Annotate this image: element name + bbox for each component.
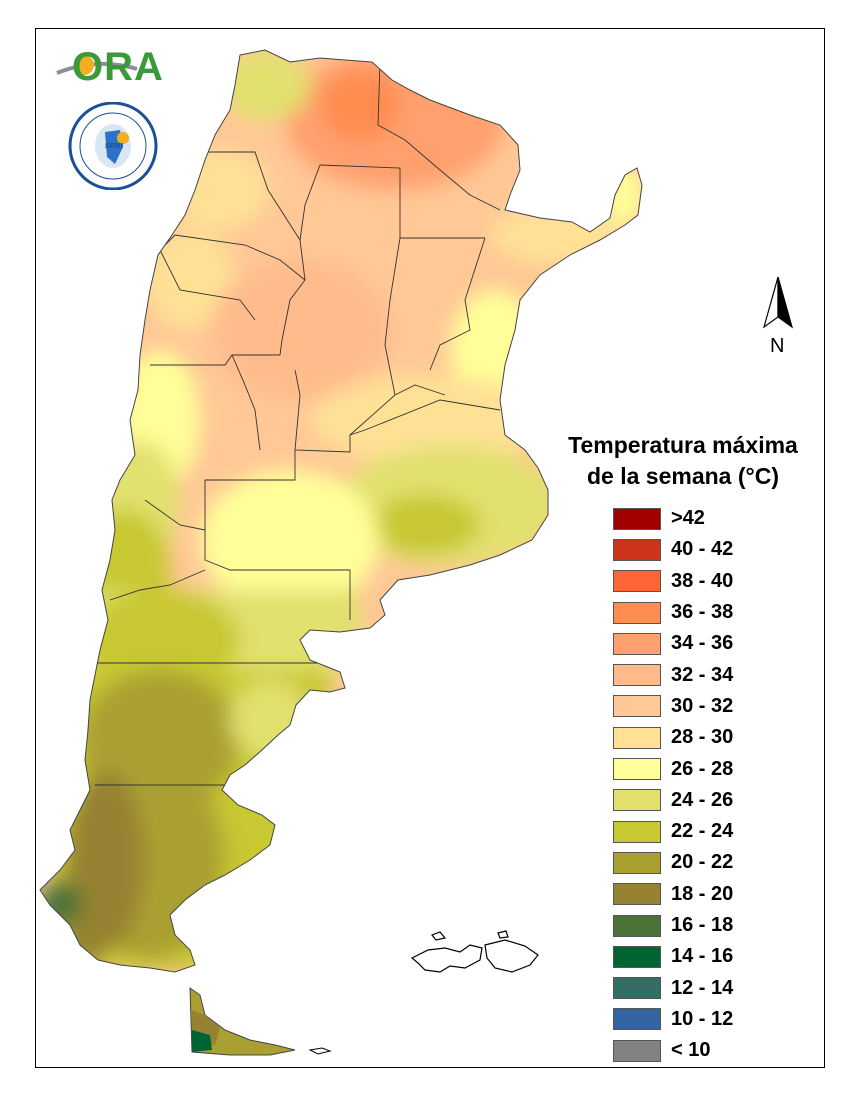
legend-title-line1: Temperatura máxima	[568, 432, 798, 458]
legend-item: 14 - 16	[613, 941, 733, 972]
ora-logo-text: ORA	[72, 45, 164, 89]
legend-items: >42 40 - 42 38 - 40 36 - 38 34 - 36 32 - 34 30…	[613, 503, 733, 1066]
north-arrow-label: N	[770, 335, 785, 357]
legend-label: 12 - 14	[671, 976, 734, 999]
legend-swatch	[613, 632, 661, 655]
legend-item: 16 - 18	[613, 910, 733, 941]
legend-label: 20 - 22	[671, 851, 734, 874]
smn-logo-text: smn	[104, 140, 124, 150]
legend-item: 36 - 38	[613, 597, 733, 628]
legend-swatch	[613, 695, 661, 718]
legend-item: 10 - 12	[613, 1004, 733, 1035]
legend-item: 24 - 26	[613, 785, 733, 816]
legend-label: 30 - 32	[671, 694, 734, 717]
legend-swatch	[613, 664, 661, 687]
malvinas-islands	[410, 930, 539, 973]
legend-swatch	[613, 570, 661, 593]
legend-item: >42	[613, 503, 733, 534]
legend-label: 16 - 18	[671, 914, 734, 936]
legend-swatch	[613, 914, 661, 937]
legend-label: 18 - 20	[671, 882, 734, 905]
legend-swatch	[613, 851, 661, 874]
legend-item: 38 - 40	[613, 566, 733, 597]
legend-label: 40 - 42	[671, 538, 734, 561]
legend-item: 26 - 28	[613, 753, 733, 784]
isla-de-los-estados	[308, 1047, 332, 1055]
legend-label: >42	[671, 507, 705, 530]
legend-item: 30 - 32	[613, 691, 733, 722]
legend-label: 24 - 26	[671, 788, 734, 811]
legend-swatch	[613, 945, 661, 968]
legend: Temperatura máxima de la semana (°C) >42…	[548, 430, 818, 1062]
legend-item: 28 - 30	[613, 722, 733, 753]
legend-swatch	[613, 977, 661, 1000]
legend-item: 20 - 22	[613, 847, 733, 878]
legend-label: 38 - 40	[671, 569, 734, 592]
legend-label: 22 - 24	[671, 820, 734, 843]
north-arrow-icon	[762, 276, 794, 329]
ora-logo: ORA	[52, 45, 164, 95]
legend-swatch	[613, 883, 661, 906]
legend-label: 26 - 28	[671, 757, 734, 780]
legend-swatch	[613, 789, 661, 812]
legend-swatch	[613, 820, 661, 843]
legend-item: 18 - 20	[613, 879, 733, 910]
legend-swatch	[613, 601, 661, 624]
legend-label: 32 - 34	[671, 663, 734, 686]
legend-item: 22 - 24	[613, 816, 733, 847]
legend-item: 34 - 36	[613, 628, 733, 659]
legend-label: 10 - 12	[671, 1007, 734, 1030]
north-arrow: N	[758, 275, 798, 365]
smn-seal-logo: smn	[65, 101, 163, 191]
legend-label: 28 - 30	[671, 726, 734, 749]
legend-item: 32 - 34	[613, 659, 733, 690]
legend-swatch	[613, 1039, 661, 1062]
legend-swatch	[613, 538, 661, 561]
legend-item: 12 - 14	[613, 972, 733, 1003]
legend-swatch	[613, 507, 661, 530]
legend-label: < 10	[671, 1039, 711, 1062]
legend-label: 14 - 16	[671, 945, 734, 968]
legend-item: 40 - 42	[613, 534, 733, 565]
legend-title-line2: de la semana (°C)	[587, 463, 779, 489]
legend-swatch	[613, 726, 661, 749]
tierra-del-fuego	[189, 987, 296, 1056]
legend-swatch	[613, 1008, 661, 1031]
legend-label: 36 - 38	[671, 601, 734, 624]
legend-swatch	[613, 758, 661, 781]
legend-label: 34 - 36	[671, 632, 734, 655]
legend-item: < 10	[613, 1035, 733, 1066]
